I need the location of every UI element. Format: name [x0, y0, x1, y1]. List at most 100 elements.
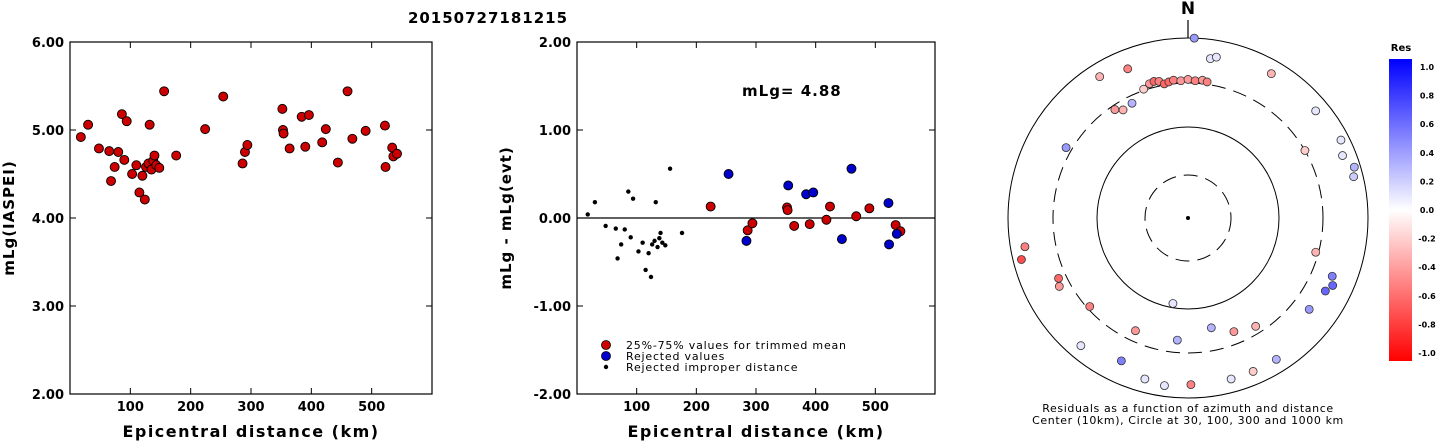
x-tick-label: 200: [683, 400, 710, 415]
polar-point: [1311, 247, 1321, 257]
x-tick-label: 300: [742, 400, 769, 415]
data-point: [94, 143, 104, 154]
polar-point: [1017, 255, 1026, 264]
polar-point: [1320, 286, 1330, 296]
x-tick-label: 100: [623, 400, 650, 415]
polar-point: [1054, 273, 1063, 283]
y-tick-label: 5.00: [32, 124, 64, 139]
polar-point: [1266, 69, 1276, 79]
y-ticks: -2.00 -1.00 0.00 1.00 2.00: [534, 36, 935, 403]
data-point: [284, 143, 295, 154]
polar-point: [1061, 143, 1071, 153]
colorbar-tick-label: -0.8: [1418, 320, 1436, 329]
data-point: [116, 109, 127, 120]
data-point: [218, 91, 229, 102]
ring-30km: [1144, 174, 1232, 262]
polar-point: [1076, 341, 1086, 351]
rejected-distance-point: [653, 199, 658, 205]
y-tick-label: -1.00: [534, 300, 571, 315]
polar-point: [1176, 76, 1186, 86]
rejected-distance-point: [622, 227, 627, 232]
polar-point: [1172, 335, 1182, 345]
data-point: [242, 140, 253, 150]
y-tick-label: 3.00: [32, 300, 64, 315]
rejected-distance-point: [630, 196, 636, 201]
colorbar-tick-label: 0.0: [1420, 206, 1435, 215]
data-point: [320, 124, 331, 135]
data-point: [131, 160, 142, 171]
data-point: [119, 154, 130, 165]
polar-point: [1336, 135, 1346, 145]
rejected-distance-point: [585, 212, 590, 217]
trimmed-mean-point: [825, 201, 835, 212]
x-tick-label: 100: [117, 400, 144, 415]
data-point: [200, 124, 211, 135]
data-point: [154, 162, 165, 173]
x-axis-label: Epicentral distance (km): [122, 422, 379, 441]
rejected-value-point: [884, 239, 895, 250]
rejected-distance-point: [655, 244, 660, 250]
polar-point: [1160, 381, 1169, 391]
x-tick-label: 400: [802, 400, 829, 415]
polar-point: [1300, 146, 1310, 155]
colorbar-tick-label: 0.4: [1420, 149, 1435, 158]
colorbar-ticks: 1.0 0.8 0.6 0.4 0.2 0.0 -0.2 -0.4 -0.6 -0.8 -1.0: [1418, 63, 1436, 358]
plot-frame: [69, 41, 433, 395]
polar-point: [1131, 326, 1140, 336]
polar-point: [1183, 75, 1193, 84]
legend: 25%-75% values for trimmed mean Rejected…: [601, 339, 846, 374]
data-point: [278, 128, 289, 139]
magnitude-annotation: mLg= 4.88: [742, 82, 842, 100]
y-tick-label: 4.00: [32, 212, 64, 227]
rejected-value-point: [741, 235, 752, 246]
polar-point: [1169, 75, 1178, 85]
figure-title: 20150727181215: [408, 9, 568, 27]
trimmed-mean-point: [782, 205, 793, 216]
colorbar-tick-label: -0.2: [1418, 235, 1436, 244]
legend-blue-marker: [601, 351, 611, 361]
data-point: [317, 137, 328, 148]
trimmed-mean-point: [821, 214, 832, 225]
ring-1000km: [1007, 37, 1369, 399]
data-point: [121, 116, 132, 127]
rejected-distance-point: [592, 199, 598, 205]
panel-mlg-vs-distance: 2.00 3.00 4.00 5.00 6.00 100 200 300 400 500 Epi…: [0, 36, 433, 441]
colorbar-tick-label: -1.0: [1418, 349, 1436, 358]
polar-point: [1168, 299, 1178, 308]
polar-point: [1110, 105, 1120, 114]
rejected-value-point: [891, 228, 902, 239]
polar-point: [1140, 374, 1150, 384]
polar-point: [1349, 162, 1359, 172]
data-point: [159, 86, 170, 97]
polar-point: [1054, 282, 1064, 291]
y-tick-label: 2.00: [539, 36, 571, 51]
colorbar-tick-label: 0.6: [1420, 120, 1435, 129]
y-axis-label: mLg - mLg(evt): [497, 146, 515, 289]
data-points: [75, 86, 402, 205]
colorbar-title: Res: [1391, 43, 1411, 54]
polar-point: [1304, 304, 1314, 314]
colorbar: Res 1.0 0.8 0.6 0.4 0.2 0.0 -0.2 -0.4 -0.6 -0.8 -1…: [1389, 43, 1436, 361]
data-point: [347, 133, 358, 144]
data-point: [171, 150, 182, 161]
data-point: [342, 86, 353, 97]
legend-label-improper-distance: Rejected improper distance: [626, 361, 798, 374]
polar-caption-line2: Center (10km), Circle at 30, 100, 300 an…: [1032, 414, 1344, 427]
x-axis-label: Epicentral distance (km): [627, 422, 884, 441]
x-tick-label: 200: [177, 400, 204, 415]
data-point: [144, 119, 155, 130]
rejected-distance-point: [640, 240, 645, 245]
data-point: [113, 147, 124, 157]
polar-point: [1139, 84, 1149, 94]
polar-point: [1186, 380, 1196, 390]
data-point: [380, 162, 391, 172]
trimmed-mean-point: [804, 219, 815, 230]
data-point: [300, 141, 311, 152]
rejected-distance-point: [657, 236, 662, 241]
panel-polar-residuals: N Residuals as a function of azimuth and…: [1007, 0, 1369, 427]
data-point: [106, 176, 116, 186]
rejected-distance-point: [663, 243, 668, 248]
polar-point: [1190, 76, 1200, 86]
colorbar-tick-label: -0.6: [1418, 292, 1436, 301]
polar-point: [1328, 281, 1338, 290]
